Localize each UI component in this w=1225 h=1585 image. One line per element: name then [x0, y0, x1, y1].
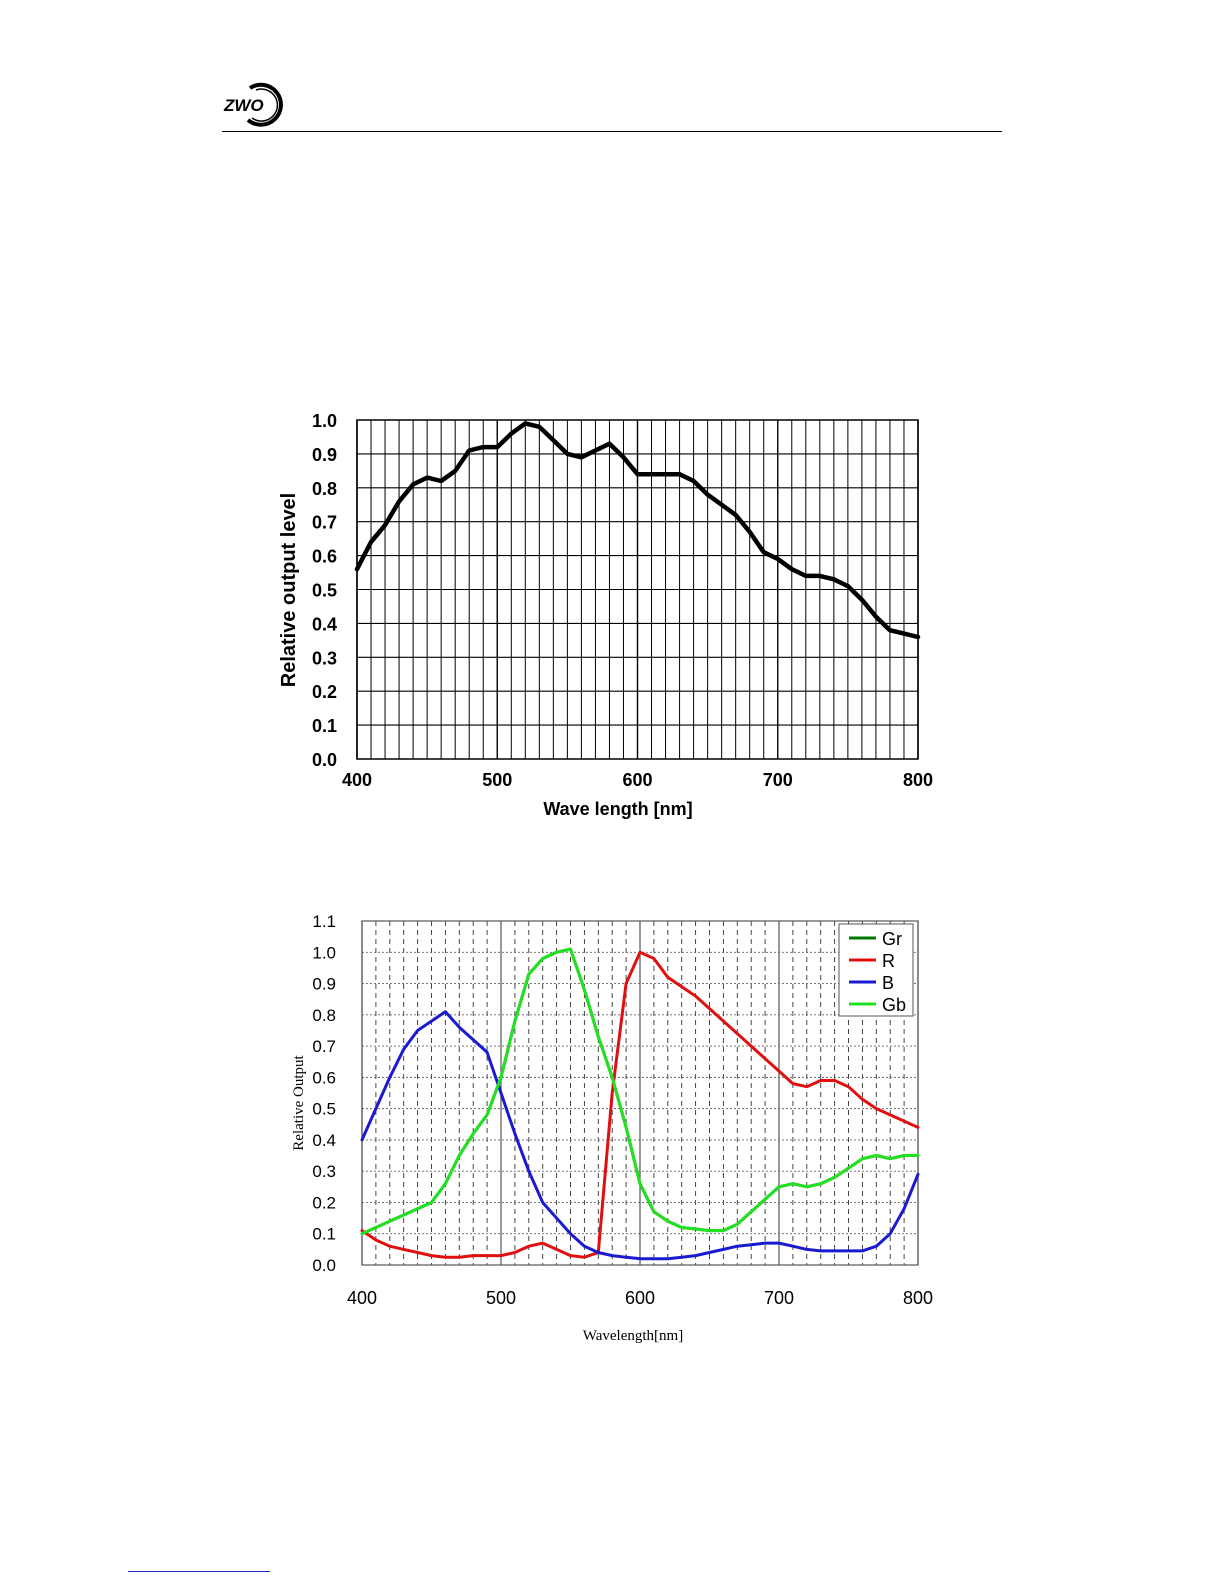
chart1-grid — [356, 419, 919, 760]
chart2-xtick-label: 600 — [625, 1288, 655, 1308]
chart2-ytick-label: 0.1 — [312, 1225, 336, 1244]
chart2-xtick-label: 700 — [764, 1288, 794, 1308]
chart1-ytick-label: 0.5 — [312, 581, 337, 601]
chart2-legend-label: B — [882, 973, 894, 993]
logo-text: ZWO — [223, 96, 264, 115]
chart1-ytick-label: 0.7 — [312, 513, 337, 533]
chart2-ytick-label: 0.9 — [312, 975, 336, 994]
chart2-xtick-label: 400 — [347, 1288, 377, 1308]
chart1-xtick-label: 800 — [903, 770, 933, 790]
chart1-ytick-label: 1.0 — [312, 411, 337, 431]
chart2-ytick-label: 0.8 — [312, 1006, 336, 1025]
footer-link-underline[interactable] — [128, 1571, 270, 1572]
chart1-ytick-label: 0.8 — [312, 479, 337, 499]
chart2-ytick-label: 0.0 — [312, 1256, 336, 1275]
chart1-ytick-label: 0.1 — [312, 716, 337, 736]
chart1-ylabel: Relative output level — [278, 493, 300, 688]
chart2-xlabel: Wavelength[nm] — [583, 1328, 683, 1344]
chart2-ticks: 0.0 0.1 0.2 0.3 0.4 0.5 0.6 0.7 0.8 0.9 1.0 1.1 400 5… — [312, 912, 933, 1308]
chart2-grid — [361, 920, 919, 1266]
chart1-lines — [354, 421, 921, 640]
chart2-ytick-label: 1.0 — [312, 943, 336, 962]
chart2-ytick-label: 0.2 — [312, 1193, 336, 1212]
chart1-xtick-label: 700 — [763, 770, 793, 790]
chart2-legend-label: Gr — [882, 929, 902, 949]
chart1-xtick-label: 400 — [342, 770, 372, 790]
chart2-series-line-r — [360, 950, 920, 1259]
zwo-logo: ZWO — [223, 82, 283, 127]
header-divider — [222, 131, 1002, 132]
chart2-ytick-label: 0.4 — [312, 1131, 336, 1150]
chart1-xtick-label: 500 — [482, 770, 512, 790]
chart1-ytick-label: 0.3 — [312, 648, 337, 668]
chart2-ytick-label: 0.6 — [312, 1068, 336, 1087]
chart2-lines — [360, 947, 920, 1261]
chart2-plot-frame — [361, 920, 919, 1266]
chart1-ytick-label: 0.0 — [312, 750, 337, 770]
chart1-xlabel: Wave length [nm] — [543, 799, 692, 819]
chart2-series-line-b — [360, 1010, 920, 1261]
chart1-ytick-label: 0.6 — [312, 547, 337, 567]
chart2-ytick-label: 0.5 — [312, 1100, 336, 1119]
chart2-ytick-label: 0.3 — [312, 1162, 336, 1181]
chart2-legend-label: Gb — [882, 995, 906, 1015]
chart1-ticks: 0.0 0.1 0.2 0.3 0.4 0.5 0.6 0.7 0.8 0.9 1.0 400 500 6… — [312, 411, 933, 790]
chart1-series-line — [354, 421, 921, 640]
chart1-plot-frame — [356, 419, 919, 760]
chart1-ytick-label: 0.4 — [312, 614, 337, 634]
chart2-ylabel: Relative Output — [291, 1054, 307, 1150]
chart1-ytick-label: 0.2 — [312, 682, 337, 702]
chart2-ytick-label: 1.1 — [312, 912, 336, 931]
logo-ring-icon — [246, 82, 283, 127]
chart2-series-line-gb — [360, 947, 920, 1236]
chart1-ytick-label: 0.9 — [312, 445, 337, 465]
chart2-xtick-label: 800 — [903, 1288, 933, 1308]
chart2-legend-label: R — [882, 951, 895, 971]
chart2-ytick-label: 0.7 — [312, 1037, 336, 1056]
chart1-xtick-label: 600 — [622, 770, 652, 790]
spectral-response-chart: 0.0 0.1 0.2 0.3 0.4 0.5 0.6 0.7 0.8 0.9 1.0 400 500 6… — [278, 411, 933, 819]
chart2-xtick-label: 500 — [486, 1288, 516, 1308]
